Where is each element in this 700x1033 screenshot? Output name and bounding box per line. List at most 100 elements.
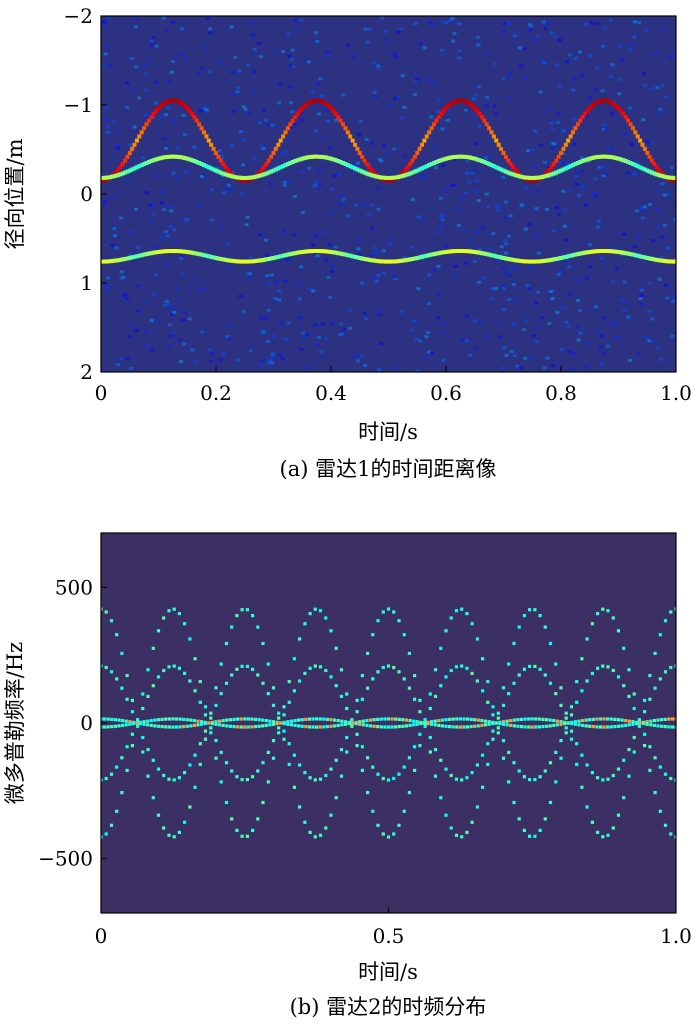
panel-b-trace-0-point — [569, 737, 574, 741]
panel-a-noise-cell — [327, 296, 332, 299]
panel-a-noise-cell — [263, 118, 268, 122]
panel-b-trace-2-point — [189, 718, 193, 722]
panel-a-trace-1-point — [326, 156, 331, 161]
panel-a-trace-2-point — [410, 257, 415, 261]
panel-b-trace-0-point — [444, 813, 448, 817]
panel-a-trace-1-point — [523, 175, 528, 180]
panel-a-trace-2-point — [269, 256, 274, 261]
panel-b-trace-2-point — [386, 717, 391, 721]
panel-a-trace-2-point — [139, 253, 144, 258]
panel-b-trace-1-point — [402, 677, 406, 681]
panel-a-noise-cell — [430, 351, 434, 355]
panel-b-trace-0-point — [496, 711, 500, 715]
panel-a-noise-cell — [567, 265, 571, 269]
panel-a-trace-2-point — [132, 254, 137, 259]
panel-a-noise-cell — [301, 335, 306, 339]
panel-a-trace-1-point — [216, 169, 221, 174]
panel-a-noise-cell — [104, 117, 109, 121]
panel-a-noise-cell — [660, 182, 665, 186]
panel-a-trace-1-point — [470, 156, 475, 161]
panel-a-noise-cell — [415, 77, 420, 81]
panel-a-noise-cell — [457, 49, 462, 53]
panel-a-noise-cell — [434, 231, 439, 235]
panel-a-trace-1-point — [506, 170, 511, 175]
panel-b-trace-1-point — [491, 729, 495, 733]
panel-a-trace-0-point — [429, 126, 434, 131]
panel-b-trace-1-point — [162, 668, 166, 673]
panel-a-trace-2-point — [436, 251, 441, 256]
panel-a-trace-0-point — [199, 126, 204, 131]
panel-a-trace-1-point — [374, 174, 379, 179]
panel-b-trace-0-point — [543, 625, 547, 629]
panel-a-noise-cell — [270, 352, 275, 356]
panel-a-noise-cell — [392, 275, 397, 279]
panel-a-noise-cell — [628, 358, 633, 362]
panel-b-trace-2-point — [555, 723, 559, 727]
panel-a-noise-cell — [393, 277, 398, 281]
panel-a-trace-1-point — [113, 173, 118, 178]
panel-a-noise-cell — [184, 170, 189, 174]
panel-b-trace-2-point — [113, 718, 117, 722]
panel-a-noise-cell — [473, 190, 478, 194]
panel-b-trace-1-point — [313, 778, 317, 782]
panel-a-trace-2-point — [580, 251, 585, 256]
panel-a-noise-cell — [367, 162, 371, 166]
panel-a-noise-cell — [644, 28, 649, 32]
panel-a-noise-cell — [671, 299, 675, 303]
panel-a-ytick-label: 1 — [80, 271, 93, 295]
panel-a-noise-cell — [230, 70, 235, 74]
panel-a-trace-2-point — [398, 258, 403, 263]
panel-a-noise-cell — [576, 326, 580, 329]
panel-a-noise-cell — [163, 146, 168, 150]
panel-a-trace-1-point — [463, 154, 468, 159]
panel-a-trace-1-point — [149, 159, 154, 163]
panel-b-trace-0-point — [109, 823, 114, 827]
panel-a-noise-cell — [329, 187, 334, 191]
panel-b-trace-0-point — [428, 692, 432, 696]
panel-a-trace-0-point — [412, 154, 417, 159]
panel-a-trace-0-point — [638, 138, 643, 143]
panel-a-noise-cell — [319, 350, 323, 354]
panel-b-trace-2-point — [160, 725, 164, 729]
panel-b-trace-1-point — [413, 697, 417, 701]
panel-b-trace-1-point — [470, 771, 474, 775]
panel-a-noise-cell — [651, 239, 656, 243]
panel-a-noise-cell — [210, 218, 215, 222]
panel-b-trace-0-point — [298, 637, 302, 641]
panel-a-noise-cell — [457, 56, 462, 60]
panel-b-xtick-label: 0.5 — [373, 924, 405, 948]
panel-a-noise-cell — [363, 27, 368, 31]
panel-a-trace-1-point — [276, 166, 281, 171]
panel-b-trace-1-point — [475, 763, 479, 767]
panel-a-trace-2-point — [674, 259, 676, 264]
panel-a-noise-cell — [568, 367, 573, 371]
panel-a-noise-cell — [485, 95, 490, 99]
panel-b-trace-0-point — [460, 607, 464, 611]
panel-a-noise-cell — [651, 339, 656, 343]
panel-a-noise-cell — [640, 216, 645, 220]
panel-a-noise-cell — [578, 50, 583, 54]
panel-a-trace-2-point — [549, 257, 554, 262]
panel-a-noise-cell — [418, 339, 423, 343]
panel-a-noise-cell — [237, 69, 242, 73]
panel-a-trace-1-point — [338, 160, 343, 164]
panel-a-trace-1-point — [396, 175, 401, 180]
panel-a-noise-cell — [135, 309, 140, 313]
panel-b-trace-1-point — [648, 745, 652, 749]
panel-a-trace-2-point — [259, 258, 264, 263]
panel-b-trace-2-point — [462, 725, 466, 729]
panel-a-noise-cell — [453, 265, 458, 268]
panel-a-trace-0-point — [611, 102, 616, 106]
panel-a-noise-cell — [653, 51, 658, 55]
panel-a-noise-cell — [367, 27, 372, 31]
panel-b-trace-0-point — [209, 711, 213, 715]
panel-b-trace-2-point — [624, 719, 628, 723]
panel-b-trace-1-point — [360, 697, 364, 701]
panel-a-trace-0-point — [331, 108, 336, 113]
panel-b-trace-0-point — [564, 711, 568, 715]
panel-a-trace-0-point — [484, 122, 489, 127]
panel-b-trace-2-point — [153, 718, 157, 722]
panel-a-trace-2-point — [630, 252, 635, 257]
panel-b-trace-0-point — [564, 731, 568, 735]
panel-b-trace-1-point — [203, 729, 208, 733]
